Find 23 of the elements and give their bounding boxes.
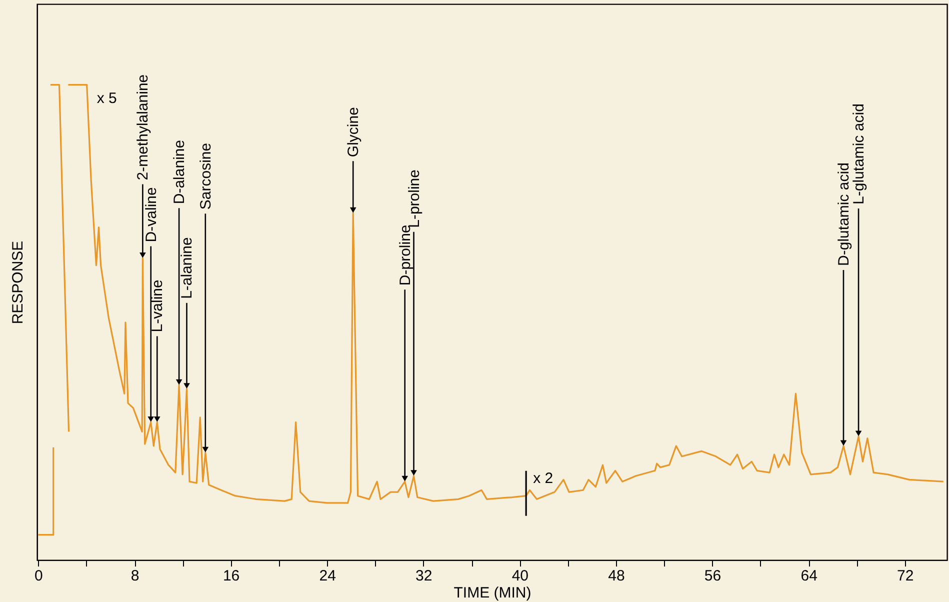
x-tick-label: 32	[416, 568, 432, 584]
annotation: x 2	[533, 470, 554, 487]
x-tick-label: 8	[130, 568, 140, 584]
x-tick-label: 24	[319, 568, 336, 584]
annotation: 2-methylalanine	[134, 74, 152, 180]
x-tick-label: 56	[704, 568, 722, 584]
annotation: Sarcosine	[197, 142, 214, 210]
x-tick-label: 0	[34, 568, 43, 584]
annotation: L-alanine	[178, 237, 196, 299]
x-tick-label: 64	[800, 568, 818, 584]
annotation: D-glutamic acid	[835, 162, 852, 266]
x-tick-label: 16	[222, 568, 240, 584]
annotation: x 5	[96, 90, 117, 107]
x-axis-title: TIME (MIN)	[454, 584, 532, 602]
annotation: D-alanine	[171, 140, 188, 204]
x-tick-label: 72	[897, 568, 914, 584]
annotation: Glycine	[345, 107, 362, 158]
x-tick-label: 40	[512, 568, 529, 584]
x-tick-label: 48	[608, 568, 625, 584]
annotation: L-valine	[149, 280, 166, 332]
annotation: D-valine	[142, 187, 160, 242]
y-axis-title: RESPONSE	[10, 240, 26, 324]
annotation: L-glutamic acid	[850, 104, 868, 204]
